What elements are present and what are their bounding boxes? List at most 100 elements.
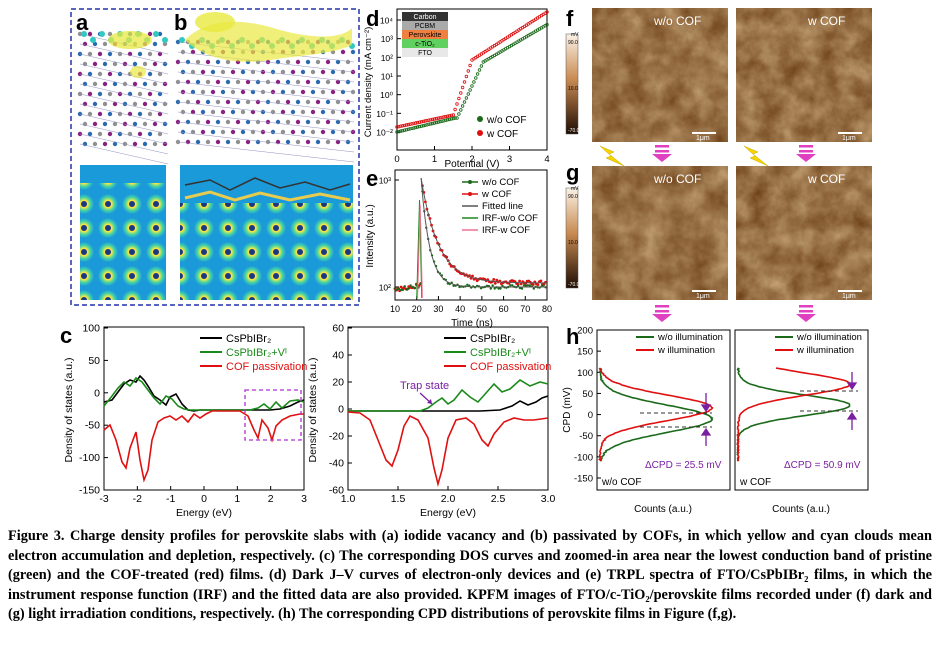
e-point-wo <box>408 287 410 289</box>
y-tick-label: -100 <box>79 452 100 464</box>
kpfm-g-wo-scale: 1μm <box>696 293 710 300</box>
e-point-wo <box>499 287 501 289</box>
colorbar-f-mid: 10.0 <box>568 86 578 92</box>
y-tick-label: -40 <box>329 458 344 470</box>
d-point-w <box>460 92 463 95</box>
d-point-wo <box>456 117 459 120</box>
colorbar-f-top: 90.0 <box>568 40 578 46</box>
d-point-w <box>456 103 459 106</box>
c-left-xlabel: Energy (eV) <box>176 507 232 519</box>
d-point-wo <box>480 65 483 68</box>
e-point-wo <box>490 287 492 289</box>
c-right-ylabel: Density of states (a.u.) <box>307 357 319 462</box>
h-left-legend-1: w/o illumination <box>657 332 723 343</box>
y-tick-label: -150 <box>79 485 100 497</box>
c-right-legend-1: CsPbIBr₂ <box>470 333 515 345</box>
y-tick-label: 10³ <box>381 34 393 44</box>
e-point-wo <box>521 287 523 289</box>
kpfm-g-wo: w/o COF 1μm <box>592 166 728 300</box>
x-tick-label: 3.0 <box>541 493 556 505</box>
y-tick-label: 100 <box>82 323 100 335</box>
panel-c-left: 100500-50-100-150 -3 -2 -1 0 1 2 3 c Density o… <box>60 323 307 520</box>
x-tick-label: 2.5 <box>491 493 506 505</box>
kpfm-g-w-scale: 1μm <box>842 293 856 300</box>
stack-carbon: Carbon <box>414 14 437 21</box>
lightning-icon <box>600 146 624 166</box>
e-point-wo <box>542 284 544 286</box>
e-point-w <box>494 282 497 285</box>
x-tick-label: -1 <box>166 493 175 505</box>
d-legend-1: w/o COF <box>486 115 526 126</box>
h-right-curve-light <box>737 368 850 461</box>
stack-perovskite: Perovskite <box>409 32 442 39</box>
x-tick-label: 70 <box>520 304 530 314</box>
d-point-wo <box>465 97 468 100</box>
h-right-legend-1: w/o illumination <box>796 332 862 343</box>
kpfm-f-wo: w/o COF 1μm <box>592 8 728 142</box>
e-legend: w/o COF w COF Fitted line IRF-w/o COF IR… <box>462 177 538 236</box>
d-point-wo <box>467 93 470 96</box>
d-point-wo <box>463 101 466 104</box>
c-left-legend-2: CsPbIBr₂+Vᴵ <box>226 347 287 359</box>
e-point-w <box>518 280 521 283</box>
c-right-xlabel: Energy (eV) <box>420 507 476 519</box>
e-point-w <box>540 280 543 283</box>
d-point-w <box>458 97 461 100</box>
y-tick-label: 0 <box>588 410 593 421</box>
x-tick-label: 20 <box>412 304 422 314</box>
device-stack: Carbon PCBM Perovskite c-TiO₂ FTO <box>402 12 448 57</box>
y-tick-label: 10⁰ <box>380 90 393 100</box>
colorbar-g-unit: mV <box>571 186 579 192</box>
h-right-legend-2: w illumination <box>796 345 854 356</box>
y-tick-label: 50 <box>582 389 593 400</box>
c-left-legend-3: COF passivation <box>226 361 307 373</box>
c-left-legend: CsPbIBr₂ CsPbIBr₂+Vᴵ COF passivation <box>200 333 307 373</box>
e-point-wo <box>404 285 406 287</box>
arrow-icon <box>702 372 856 446</box>
y-tick-label: -50 <box>85 420 100 432</box>
h-left-legend: w/o illumination w illumination <box>636 332 723 356</box>
e-point-w <box>537 283 540 286</box>
y-tick-label: -100 <box>574 452 593 463</box>
y-tick-label: 200 <box>577 326 593 337</box>
panel-e: 10³10² 10 20 30 40 50 60 70 80 e Intensity (a.u… <box>365 166 552 329</box>
panel-d: 10⁴10³10²10¹10⁰10⁻¹10⁻² 01234 d Current … <box>363 6 550 170</box>
h-xlabel-left: Counts (a.u.) <box>634 504 692 515</box>
stack-tio2: c-TiO₂ <box>415 41 435 48</box>
c-right-legend-2: CsPbIBr₂+Vᴵ <box>470 347 531 359</box>
d-legend: w/o COF w COF <box>477 115 526 140</box>
y-tick-label: 150 <box>577 347 593 358</box>
e-legend-1: w/o COF <box>481 177 520 188</box>
y-tick-label: 10² <box>381 53 393 63</box>
c-left-curve-vacancy <box>104 378 304 410</box>
e-legend-4: IRF-w/o COF <box>482 213 538 224</box>
h-ylabel: CPD (mV) <box>562 387 573 433</box>
x-tick-label: 2.0 <box>441 493 456 505</box>
y-tick-label: 50 <box>88 355 100 367</box>
x-tick-label: 80 <box>542 304 552 314</box>
x-tick-label: 40 <box>455 304 465 314</box>
lightning-icon <box>744 146 768 166</box>
e-point-wo <box>402 289 404 291</box>
d-point-w <box>463 81 466 84</box>
x-tick-label: 10 <box>390 304 400 314</box>
d-point-w <box>452 114 455 117</box>
d-point-w <box>465 75 468 78</box>
c-right-curve-cof <box>348 412 548 484</box>
y-tick-label: 10⁴ <box>380 16 393 26</box>
x-tick-label: 2 <box>268 493 274 505</box>
d-point-wo <box>461 105 464 108</box>
x-tick-label: 3 <box>507 154 512 165</box>
h-right-delta: ΔCPD = 50.9 mV <box>784 460 861 471</box>
y-tick-label: 20 <box>332 377 344 389</box>
y-tick-label: 100 <box>577 368 593 379</box>
x-tick-label: 60 <box>499 304 509 314</box>
kpfm-f-w-label: w COF <box>807 14 845 28</box>
h-xlabel-right: Counts (a.u.) <box>772 504 830 515</box>
y-tick-label: 40 <box>332 350 344 362</box>
h-left-legend-2: w illumination <box>657 345 715 356</box>
y-tick-label: -50 <box>579 431 593 442</box>
stack-fto: FTO <box>418 50 432 57</box>
c-left-ylabel: Density of states (a.u.) <box>63 357 75 462</box>
d-point-wo <box>460 109 463 112</box>
